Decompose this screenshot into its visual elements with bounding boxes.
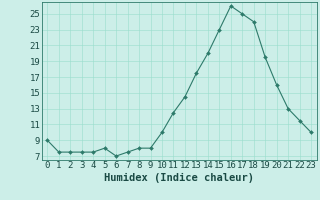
X-axis label: Humidex (Indice chaleur): Humidex (Indice chaleur) <box>104 173 254 183</box>
